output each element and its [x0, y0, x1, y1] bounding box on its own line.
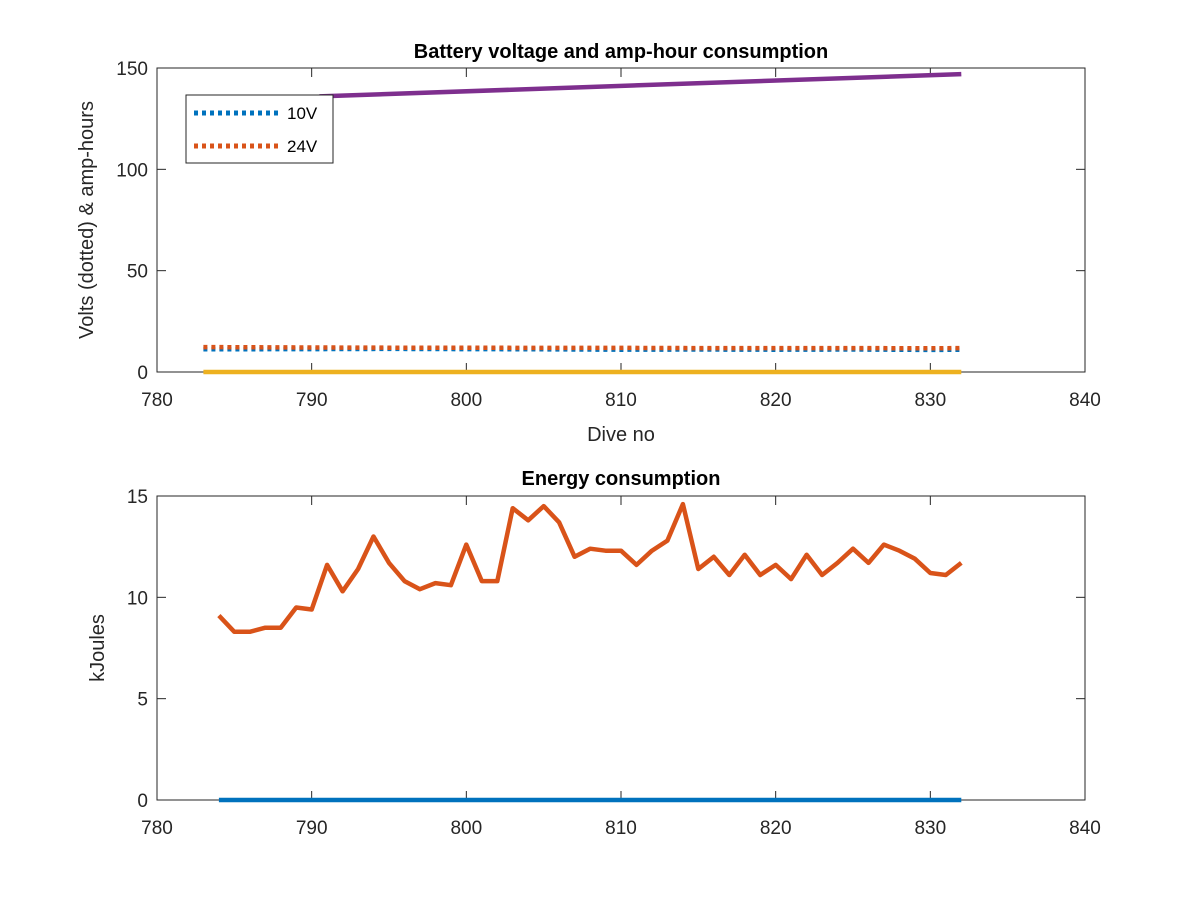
battery-y-tick-label: 150 — [116, 59, 148, 80]
energy-x-tick-label: 820 — [760, 818, 792, 839]
energy-plot-frame — [156, 495, 1086, 801]
battery-chart-title: Battery voltage and amp-hour consumption — [414, 41, 828, 63]
battery-y-tick-label: 100 — [116, 160, 148, 181]
energy-chart-title: Energy consumption — [522, 468, 721, 490]
energy-y-tick-label: 10 — [127, 588, 148, 609]
battery-y-tick-label: 0 — [137, 363, 148, 384]
energy-x-tick-label: 800 — [450, 818, 482, 839]
battery-y-axis-label: Volts (dotted) & amp-hours — [76, 101, 98, 339]
legend-label-10v: 10V — [287, 104, 318, 123]
battery-x-tick-label: 830 — [914, 390, 946, 411]
battery-y-tick-label: 50 — [127, 262, 148, 283]
battery-x-axis-label: Dive no — [587, 424, 655, 446]
energy-y-tick-label: 15 — [127, 487, 148, 508]
battery-tick-labels: 780 790 800 810 820 830 840 0 50 100 150 — [116, 59, 1101, 411]
energy-x-tick-label: 840 — [1069, 818, 1101, 839]
energy-tick-labels: 780 790 800 810 820 830 840 0 5 10 15 — [127, 487, 1101, 839]
energy-series-group — [217, 501, 963, 803]
energy-x-tick-label: 780 — [141, 818, 173, 839]
energy-x-tick-label: 790 — [296, 818, 328, 839]
energy-y-axis-label: kJoules — [87, 614, 109, 682]
battery-series-group — [203, 71, 962, 375]
battery-series-24v-line — [203, 344, 962, 351]
energy-x-tick-label: 810 — [605, 818, 637, 839]
energy-y-tick-label: 5 — [137, 690, 148, 711]
battery-series-2-line — [319, 71, 962, 99]
energy-y-tick-label: 0 — [137, 791, 148, 812]
battery-x-tick-label: 800 — [450, 390, 482, 411]
energy-x-tick-label: 830 — [914, 818, 946, 839]
battery-x-tick-label: 840 — [1069, 390, 1101, 411]
legend-label-24v: 24V — [287, 137, 318, 156]
battery-axes: 780 790 800 810 820 830 840 0 50 100 150 Battery v… — [76, 41, 1101, 446]
battery-x-tick-label: 810 — [605, 390, 637, 411]
battery-x-tick-label: 790 — [296, 390, 328, 411]
legend-box — [185, 94, 334, 164]
energy-series-0-line — [217, 501, 963, 635]
energy-tick-marks — [156, 495, 1086, 801]
battery-x-tick-label: 820 — [760, 390, 792, 411]
energy-axes: 780 790 800 810 820 830 840 0 5 10 15 Energy consu… — [87, 468, 1101, 839]
battery-x-tick-label: 780 — [141, 390, 173, 411]
battery-legend: 10V 24V — [185, 94, 334, 164]
